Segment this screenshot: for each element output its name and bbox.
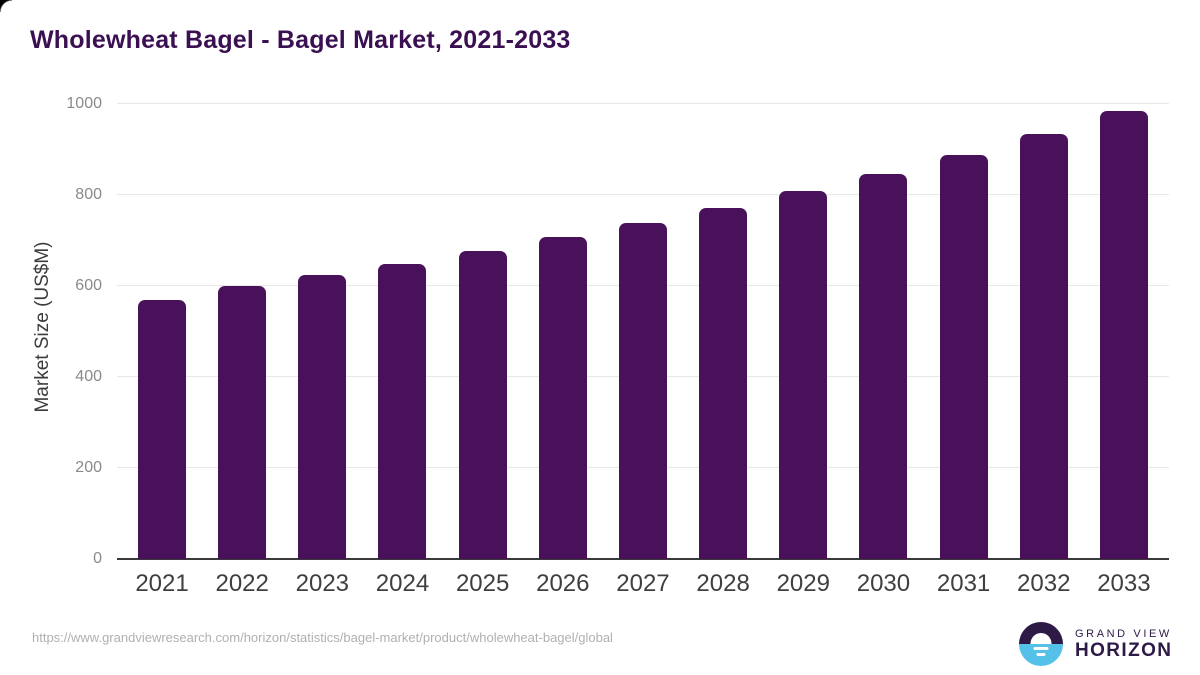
bar-2033 (1099, 111, 1148, 559)
bar-2026 (538, 237, 587, 559)
logo-product-name: HORIZON (1075, 639, 1173, 661)
bar-2022 (218, 286, 267, 559)
x-tick-label-2031: 2031 (936, 570, 991, 597)
x-tick-label-2024: 2024 (375, 570, 430, 597)
window-corner-artifact (0, 0, 12, 12)
x-tick-label-2028: 2028 (696, 570, 750, 597)
x-axis-labels: 2021 2022 2023 2024 2025 2026 2027 2028 2029 2030… (117, 570, 1169, 598)
bars (117, 104, 1169, 559)
y-axis-ticks: 0 200 400 600 800 1000 (0, 96, 102, 567)
y-tick-label-0: 0 (93, 550, 102, 567)
bar-2030 (859, 173, 908, 559)
sun-shape (1030, 633, 1052, 644)
y-tick-label-1000: 1000 (66, 95, 102, 112)
x-tick-label-2030: 2030 (856, 570, 911, 597)
gridline-1000 (117, 103, 1169, 104)
x-tick-label-2026: 2026 (536, 570, 590, 597)
bar-2029 (779, 191, 828, 559)
x-tick-label-2023: 2023 (295, 570, 350, 597)
bar-2021 (138, 299, 186, 559)
sun-over-horizon-icon (1019, 622, 1063, 666)
x-tick-label-2027: 2027 (616, 570, 670, 597)
y-tick-label-800: 800 (75, 186, 102, 203)
bar-2027 (618, 223, 667, 559)
bar-2031 (939, 154, 988, 559)
x-tick-label-2021: 2021 (135, 570, 189, 597)
bar-2024 (378, 263, 427, 559)
chart-title: Wholewheat Bagel - Bagel Market, 2021-20… (30, 26, 571, 54)
grand-view-horizon-logo: GRAND VIEW HORIZON (1019, 622, 1172, 666)
x-tick-label-2032: 2032 (1017, 570, 1071, 597)
gridline-800 (117, 194, 1169, 195)
source-url: https://www.grandviewresearch.com/horizo… (32, 630, 613, 645)
sun-reflection-line-2 (1036, 653, 1046, 656)
bar-2025 (458, 250, 507, 559)
x-tick-label-2025: 2025 (455, 570, 510, 597)
sun-reflection-line-1 (1033, 647, 1049, 650)
y-tick-label-600: 600 (75, 277, 102, 294)
x-tick-label-2022: 2022 (215, 570, 269, 597)
plot-area (117, 103, 1169, 560)
logo-brand-name: GRAND VIEW (1075, 627, 1172, 640)
x-axis-baseline (117, 558, 1169, 560)
x-tick-label-2033: 2033 (1097, 570, 1151, 597)
bar-2023 (298, 275, 347, 559)
y-tick-label-400: 400 (75, 368, 102, 385)
bar-2032 (1019, 133, 1068, 559)
x-tick-label-2029: 2029 (776, 570, 830, 597)
logo-text: GRAND VIEW HORIZON (1075, 628, 1172, 661)
bar-2028 (699, 207, 748, 559)
y-tick-label-200: 200 (75, 459, 102, 476)
